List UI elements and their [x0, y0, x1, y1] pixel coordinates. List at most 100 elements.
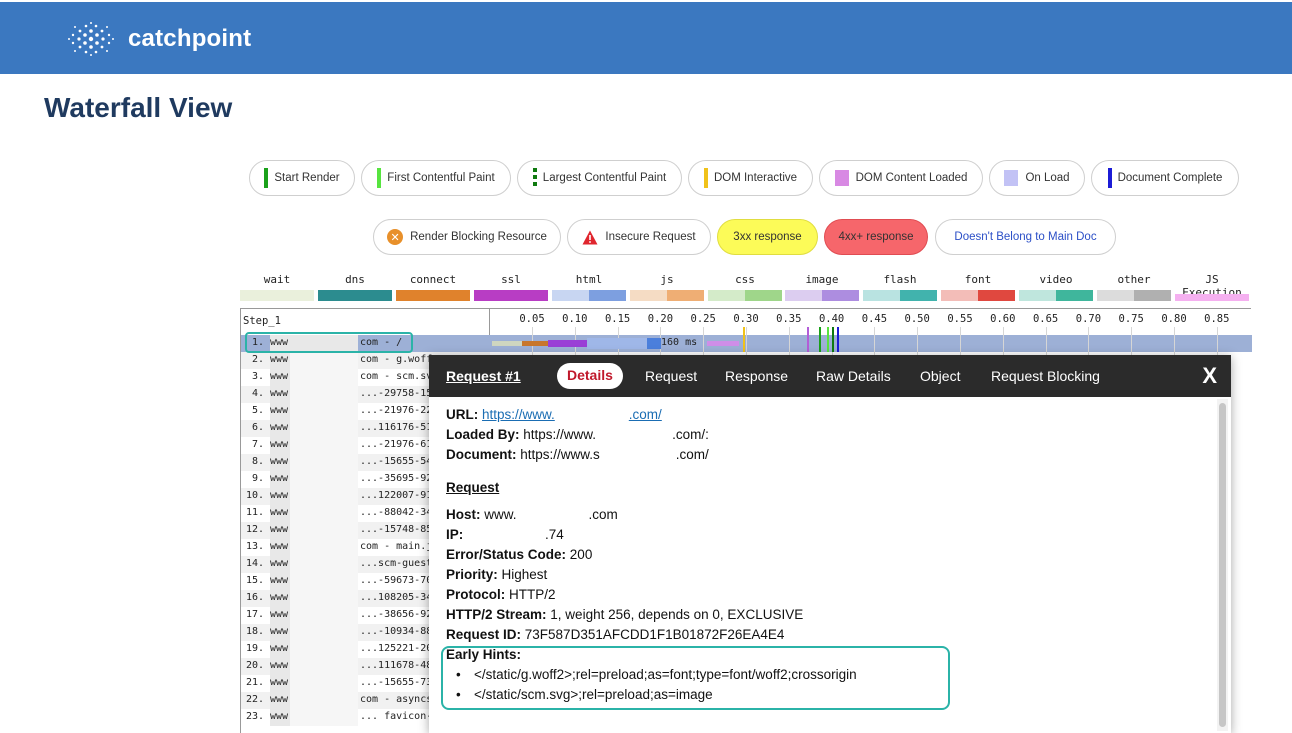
row-host: www — [270, 709, 290, 726]
table-row[interactable]: 16. www ...108205-34 — [241, 590, 490, 607]
table-row[interactable]: 17. www ...-38656-92 — [241, 607, 490, 624]
tab-request[interactable]: Request — [645, 368, 698, 384]
type-image: image — [785, 273, 859, 305]
row-path: ...125221-20 — [360, 643, 433, 654]
url-link-suffix[interactable]: .com/ — [628, 407, 662, 422]
dialog-tab-bar: Request #1 Details Request Response Raw … — [429, 355, 1231, 397]
table-row[interactable]: 14. www ...scm-guest — [241, 556, 490, 573]
table-row[interactable]: 18. www ...-10934-88 — [241, 624, 490, 641]
legend-label: DOM Interactive — [713, 172, 798, 184]
table-row[interactable]: 7. www ...-21976-61 — [241, 437, 490, 454]
render-blocking-icon: ✕ — [387, 229, 404, 245]
legend-label: On Load — [1025, 172, 1070, 184]
stream-line: HTTP/2 Stream: 1, weight 256, depends on… — [446, 607, 803, 622]
type-swatch — [708, 290, 782, 301]
request-id-line: Request ID: 73F587D351AFCDD1F1B01872F26E… — [446, 627, 784, 642]
legend-dom-content-loaded: DOM Content Loaded — [819, 160, 983, 196]
row-number: 11. — [246, 507, 265, 518]
type-css: css — [708, 273, 782, 305]
status-label: Error/Status Code: — [446, 547, 567, 562]
row-host-redaction — [290, 335, 358, 352]
type-html: html — [552, 273, 626, 305]
loaded-by-suffix: .com/: — [672, 427, 709, 442]
protocol-line: Protocol: HTTP/2 — [446, 587, 556, 602]
table-row[interactable]: 19. www ...125221-20 — [241, 641, 490, 658]
row-host-redaction — [290, 607, 358, 624]
legend-not-main-doc: Doesn't Belong to Main Doc — [935, 219, 1116, 255]
row-number: 20. — [246, 660, 265, 671]
catchpoint-logo[interactable]: catchpoint — [66, 21, 251, 57]
row-host-redaction — [290, 573, 358, 590]
table-row[interactable]: 15. www ...-59673-70 — [241, 573, 490, 590]
selected-row-highlight — [490, 335, 1252, 352]
early-hints-label: Early Hints: — [446, 647, 522, 662]
tab-request-blocking[interactable]: Request Blocking — [991, 368, 1100, 384]
type-swatch — [1097, 290, 1171, 301]
row-host: www — [270, 403, 290, 420]
table-row[interactable]: 21. www ...-15655-73 — [241, 675, 490, 692]
loaded-by-line: Loaded By: https://www. .com/: — [446, 427, 709, 442]
row-host-redaction — [290, 675, 358, 692]
row-path: ...116176-51 — [360, 422, 433, 433]
request-list: Step_1 1. www com - / 2. www com - g.woff 3. ww… — [241, 309, 490, 733]
type-js: js — [630, 273, 704, 305]
table-row[interactable]: 8. www ...-15655-54 — [241, 454, 490, 471]
ip-value: .74 — [545, 527, 564, 542]
table-row[interactable]: 1. www com - / — [241, 335, 490, 352]
tick-label: 0.30 — [733, 313, 759, 325]
table-row[interactable]: 20. www ...111678-48 — [241, 658, 490, 675]
tab-details[interactable]: Details — [557, 363, 623, 389]
request-id-value: 73F587D351AFCDD1F1B01872F26EA4E4 — [524, 627, 785, 642]
row-number: 5. — [252, 405, 265, 416]
legend-label: Document Complete — [1117, 172, 1223, 184]
type-wait: wait — [240, 273, 314, 305]
table-row[interactable]: 4. www ...-29758-15 — [241, 386, 490, 403]
table-row[interactable]: 22. www com - asyncs — [241, 692, 490, 709]
table-row[interactable]: 3. www com - scm.sv — [241, 369, 490, 386]
request-number-link[interactable]: Request #1 — [446, 368, 521, 384]
type-label: font — [964, 273, 992, 286]
table-row[interactable]: 10. www ...122007-91 — [241, 488, 490, 505]
tab-response[interactable]: Response — [725, 368, 789, 384]
table-row[interactable]: 12. www ...-15748-85 — [241, 522, 490, 539]
loaded-by-value: https://www. — [523, 427, 597, 442]
row-host-redaction — [290, 437, 358, 454]
row-host: www — [270, 539, 290, 556]
tab-raw-details[interactable]: Raw Details — [816, 368, 891, 384]
row-path: ...-15655-73 — [360, 677, 433, 688]
row-path: com - g.woff — [360, 354, 433, 365]
table-row[interactable]: 9. www ...-35695-92 — [241, 471, 490, 488]
type-swatch — [785, 290, 859, 301]
url-link[interactable]: https://www. — [482, 407, 555, 422]
row1-connect-bar — [522, 341, 548, 346]
row-path: ...111678-48 — [360, 660, 433, 671]
row-host: www — [270, 386, 290, 403]
type-label: wait — [263, 273, 291, 286]
row-host: www — [270, 488, 290, 505]
type-swatch — [1175, 294, 1249, 301]
legend-dom-interactive: DOM Interactive — [688, 160, 813, 196]
dialog-scrollbar[interactable] — [1217, 399, 1228, 731]
step-label: Step_1 — [243, 315, 281, 327]
host-suffix: .com — [588, 507, 618, 522]
table-row[interactable]: 6. www ...116176-51 — [241, 420, 490, 437]
scrollbar-thumb[interactable] — [1219, 403, 1226, 727]
table-row[interactable]: 13. www com - main.j — [241, 539, 490, 556]
row-host: www — [270, 658, 290, 675]
table-row[interactable]: 2. www com - g.woff — [241, 352, 490, 369]
type-swatch — [630, 290, 704, 301]
row-host-redaction — [290, 471, 358, 488]
type-label: js — [660, 273, 674, 286]
table-row[interactable]: 23. www ... favicon- — [241, 709, 490, 726]
tab-object[interactable]: Object — [920, 368, 961, 384]
type-swatch — [474, 290, 548, 301]
row-host: www — [270, 641, 290, 658]
dom-content-loaded-marker — [807, 327, 809, 352]
row-host-redaction — [290, 658, 358, 675]
table-row[interactable]: 11. www ...-88042-34 — [241, 505, 490, 522]
type-label: dns — [345, 273, 365, 286]
tick-label: 0.55 — [947, 313, 973, 325]
row-host-redaction — [290, 522, 358, 539]
table-row[interactable]: 5. www ...-21976-22 — [241, 403, 490, 420]
close-icon[interactable]: X — [1202, 363, 1217, 388]
